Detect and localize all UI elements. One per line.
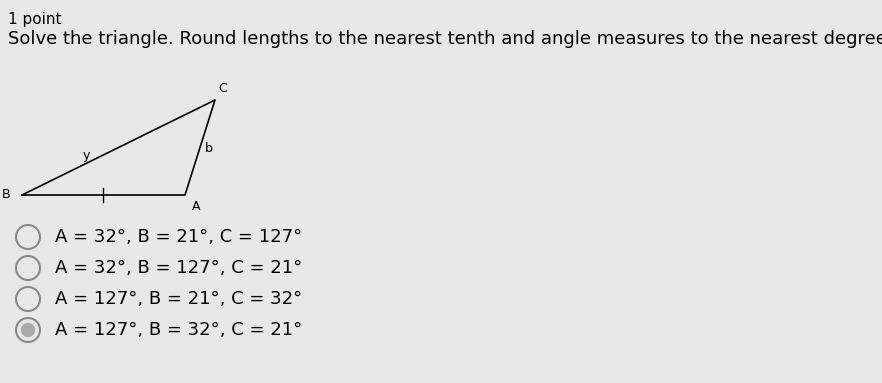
Text: A = 127°, B = 21°, C = 32°: A = 127°, B = 21°, C = 32° [55, 290, 303, 308]
Circle shape [21, 323, 35, 337]
Text: 1 point: 1 point [8, 12, 62, 27]
Text: C: C [218, 82, 227, 95]
Text: A = 127°, B = 32°, C = 21°: A = 127°, B = 32°, C = 21° [55, 321, 303, 339]
Text: y: y [83, 149, 90, 162]
Text: A = 32°, B = 127°, C = 21°: A = 32°, B = 127°, C = 21° [55, 259, 303, 277]
Text: Solve the triangle. Round lengths to the nearest tenth and angle measures to the: Solve the triangle. Round lengths to the… [8, 30, 882, 48]
Text: A = 32°, B = 21°, C = 127°: A = 32°, B = 21°, C = 127° [55, 228, 303, 246]
Text: b: b [205, 141, 213, 154]
Text: B: B [2, 188, 10, 201]
Text: A: A [192, 200, 200, 213]
